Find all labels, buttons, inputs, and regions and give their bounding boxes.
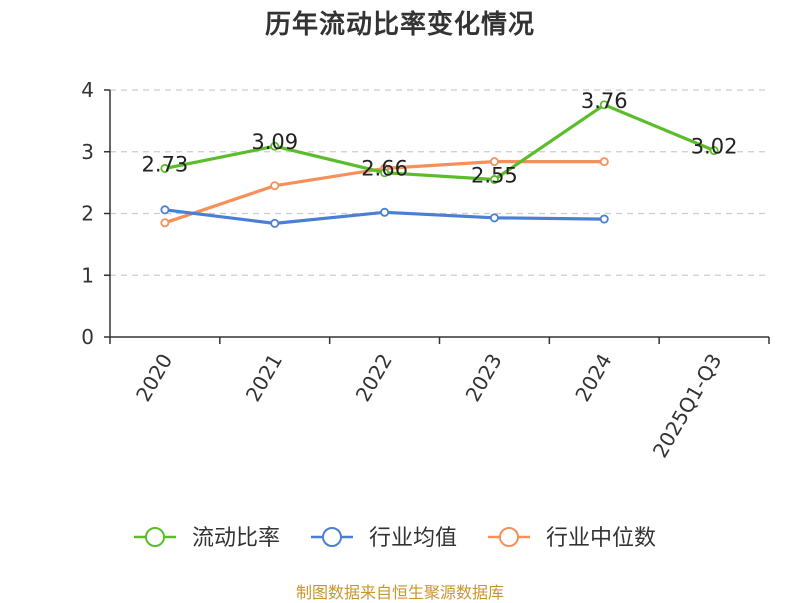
data-label: 3.76 <box>581 89 628 113</box>
x-tick-label: 2022 <box>351 350 397 406</box>
data-point[interactable] <box>270 141 280 151</box>
data-point[interactable] <box>489 213 499 223</box>
data-point[interactable] <box>270 218 280 228</box>
data-point[interactable] <box>380 168 390 178</box>
data-point[interactable] <box>489 175 499 185</box>
y-tick-label: 3 <box>81 140 94 164</box>
y-tick-label: 4 <box>81 78 94 102</box>
legend-label[interactable]: 流动比率 <box>192 526 280 551</box>
data-label: 2.66 <box>361 157 408 181</box>
legend-label[interactable]: 行业均值 <box>369 526 457 551</box>
y-tick-label: 2 <box>81 202 94 226</box>
chart-title: 历年流动比率变化情况 <box>264 10 535 40</box>
data-point[interactable] <box>489 157 499 167</box>
x-tick-label: 2023 <box>461 349 507 405</box>
data-point[interactable] <box>270 181 280 191</box>
data-point[interactable] <box>160 218 170 228</box>
series-line <box>164 103 715 182</box>
legend-marker[interactable] <box>322 527 342 547</box>
data-label: 3.09 <box>251 130 298 154</box>
data-point[interactable] <box>160 205 170 215</box>
x-tick-label: 2024 <box>570 350 616 406</box>
y-tick-label: 1 <box>81 263 94 287</box>
data-point[interactable] <box>599 157 609 167</box>
data-point[interactable] <box>599 100 609 110</box>
data-point[interactable] <box>599 214 609 224</box>
legend-marker[interactable] <box>145 527 165 547</box>
data-label: 2.55 <box>471 164 518 188</box>
data-point[interactable] <box>380 207 390 217</box>
x-tick-label: 2020 <box>131 350 177 406</box>
y-tick-label: 0 <box>81 325 94 349</box>
x-tick-label: 2021 <box>241 350 287 406</box>
data-point[interactable] <box>160 163 170 173</box>
x-tick-label: 2025Q1-Q3 <box>648 350 727 462</box>
data-label: 3.02 <box>691 135 738 159</box>
legend-label[interactable]: 行业中位数 <box>546 526 656 551</box>
data-point[interactable] <box>709 146 719 156</box>
data-label: 2.73 <box>142 152 189 176</box>
legend-marker[interactable] <box>499 527 519 547</box>
source-note: 制图数据来自恒生聚源数据库 <box>295 583 504 602</box>
